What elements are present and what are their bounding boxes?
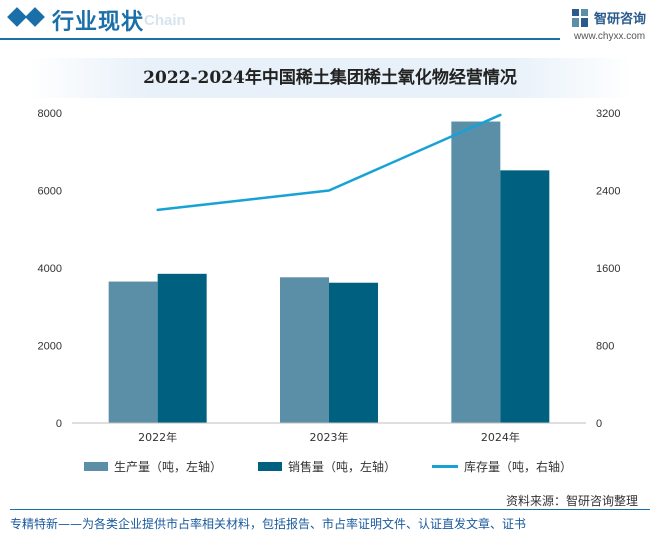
section-header: 行业现状 Chain xyxy=(0,0,660,44)
right-axis-tick-label: 1600 xyxy=(596,263,620,275)
brand-name: 智研咨询 xyxy=(594,12,647,27)
legend-label-inventory: 库存量（吨，右轴） xyxy=(464,459,573,474)
bar-production xyxy=(108,281,158,423)
legend-swatch-inventory xyxy=(432,464,458,468)
logo-icon xyxy=(572,9,588,27)
bar-sales xyxy=(329,282,378,423)
section-subtitle: Chain xyxy=(144,12,186,29)
footer-text: 专精特新——为各类企业提供市占率相关材料，包括报告、市占率证明文件、认证直发文章… xyxy=(10,517,527,531)
legend-item-inventory: 库存量（吨，右轴） xyxy=(432,456,572,476)
right-axis-tick-label: 0 xyxy=(596,418,602,430)
line-inventory xyxy=(156,113,502,212)
left-axis-tick-label: 0 xyxy=(56,418,62,430)
chart-title: 2022-2024年中国稀土集团稀土氧化物经营情况 xyxy=(143,68,517,88)
left-axis-tick-label: 4000 xyxy=(38,263,62,275)
chart-legend: 生产量（吨，左轴） 销售量（吨，左轴） 库存量（吨，右轴） xyxy=(0,456,660,476)
bar-sales xyxy=(157,273,207,423)
header-rule xyxy=(0,38,560,40)
x-axis-tick-label: 2022年 xyxy=(138,430,177,444)
legend-swatch-production xyxy=(84,461,108,471)
brand-url: www.chyxx.com xyxy=(574,31,646,42)
right-axis-tick-label: 2400 xyxy=(596,186,620,198)
x-axis-tick-label: 2024年 xyxy=(481,430,520,444)
chart-title-band: 2022-2024年中国稀土集团稀土氧化物经营情况 xyxy=(28,58,632,98)
bar-production xyxy=(280,277,329,423)
footer-rule xyxy=(10,509,650,510)
legend-label-production: 生产量（吨，左轴） xyxy=(114,459,223,474)
chart-plot: 0 2000 4000 6000 8000 0 800 1600 2400 3200 2022年 20… xyxy=(38,108,621,444)
legend-item-sales: 销售量（吨，左轴） xyxy=(258,456,396,476)
left-axis-tick-label: 2000 xyxy=(38,341,62,353)
right-axis-tick-label: 3200 xyxy=(596,108,620,120)
left-axis-tick-label: 6000 xyxy=(38,186,62,198)
section-title: 行业现状 xyxy=(52,10,145,35)
legend-swatch-sales xyxy=(258,461,282,471)
brand-logo: 智研咨询 www.chyxx.com xyxy=(572,6,660,46)
bar-production xyxy=(451,121,501,424)
legend-label-sales: 销售量（吨，左轴） xyxy=(288,459,397,474)
x-axis-tick-label: 2023年 xyxy=(310,430,349,444)
legend-item-production: 生产量（吨，左轴） xyxy=(84,456,222,476)
source-note: 资料来源：智研咨询整理 xyxy=(506,494,639,508)
left-axis-tick-label: 8000 xyxy=(38,108,62,120)
bar-sales xyxy=(500,170,550,423)
right-axis-tick-label: 800 xyxy=(596,341,614,353)
